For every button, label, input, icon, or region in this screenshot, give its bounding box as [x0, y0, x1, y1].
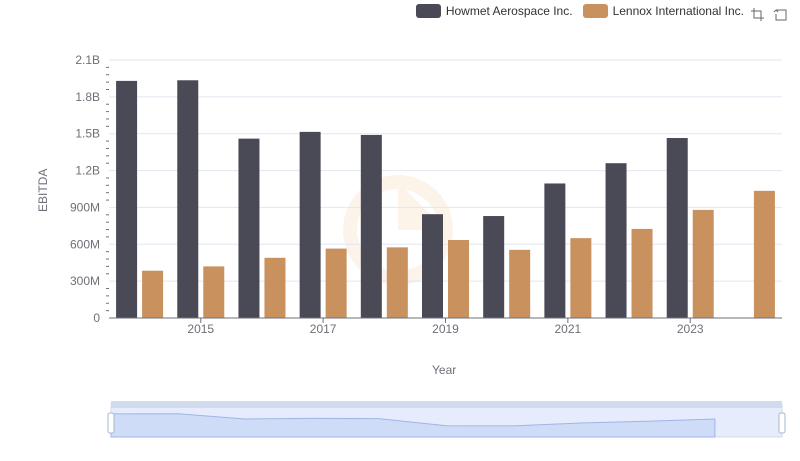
legend-item-lennox[interactable]: Lennox International Inc. [582, 4, 744, 18]
bar-howmet-2018 [360, 134, 382, 318]
x-tick-label: 2019 [432, 322, 459, 336]
y-tick-label: 900M [70, 200, 100, 214]
bar-lennox-2020 [509, 249, 531, 318]
bar-lennox-2024 [753, 190, 775, 318]
bar-howmet-2015 [177, 80, 199, 319]
x-tick-label: 2021 [555, 322, 582, 336]
y-tick-label: 2.1B [75, 53, 100, 67]
bar-lennox-2022 [631, 228, 653, 318]
chart-legend: Howmet Aerospace Inc. Lennox Internation… [415, 4, 744, 18]
zoom-handle-left [107, 412, 115, 434]
bar-lennox-2014 [142, 270, 164, 318]
y-tick-label: 1.2B [75, 164, 100, 178]
bar-howmet-2014 [116, 80, 138, 318]
y-tick-label: 0 [93, 311, 100, 325]
bar-howmet-2023 [666, 138, 688, 318]
y-axis-title: EBITDA [36, 168, 50, 212]
bar-howmet-2021 [544, 183, 566, 318]
y-tick-label: 1.5B [75, 127, 100, 141]
x-tick-label: 2015 [187, 322, 214, 336]
data-zoom-slider[interactable] [107, 401, 786, 438]
bar-howmet-2017 [299, 131, 321, 318]
bar-lennox-2017 [325, 248, 347, 318]
zoom-handle-right [778, 412, 786, 434]
bar-lennox-2016 [264, 257, 286, 318]
restore-icon[interactable] [773, 7, 788, 22]
legend-label-howmet: Howmet Aerospace Inc. [445, 4, 573, 18]
legend-swatch-lennox [582, 4, 608, 18]
x-tick-label: 2023 [677, 322, 704, 336]
bar-howmet-2016 [238, 138, 260, 318]
zoom-top-bar [111, 401, 782, 408]
bar-lennox-2015 [203, 266, 225, 318]
legend-item-howmet[interactable]: Howmet Aerospace Inc. [415, 4, 573, 18]
y-tick-label: 1.8B [75, 90, 100, 104]
zoom-preview-area [110, 413, 716, 438]
y-tick-label: 300M [70, 274, 100, 288]
x-tick-label: 2017 [310, 322, 337, 336]
legend-swatch-howmet [415, 4, 441, 18]
bar-howmet-2022 [605, 163, 627, 318]
bar-lennox-2018 [386, 247, 408, 318]
bar-howmet-2019 [422, 214, 443, 318]
bar-lennox-2021 [570, 238, 592, 318]
x-axis-title: Year [432, 363, 457, 377]
legend-label-lennox: Lennox International Inc. [612, 4, 744, 18]
bar-lennox-2019 [448, 239, 469, 318]
bar-lennox-2023 [692, 209, 714, 318]
zoom-icon[interactable] [750, 7, 765, 22]
chart-toolbox [750, 7, 788, 22]
bar-howmet-2020 [483, 216, 505, 318]
y-tick-label: 600M [70, 237, 100, 251]
